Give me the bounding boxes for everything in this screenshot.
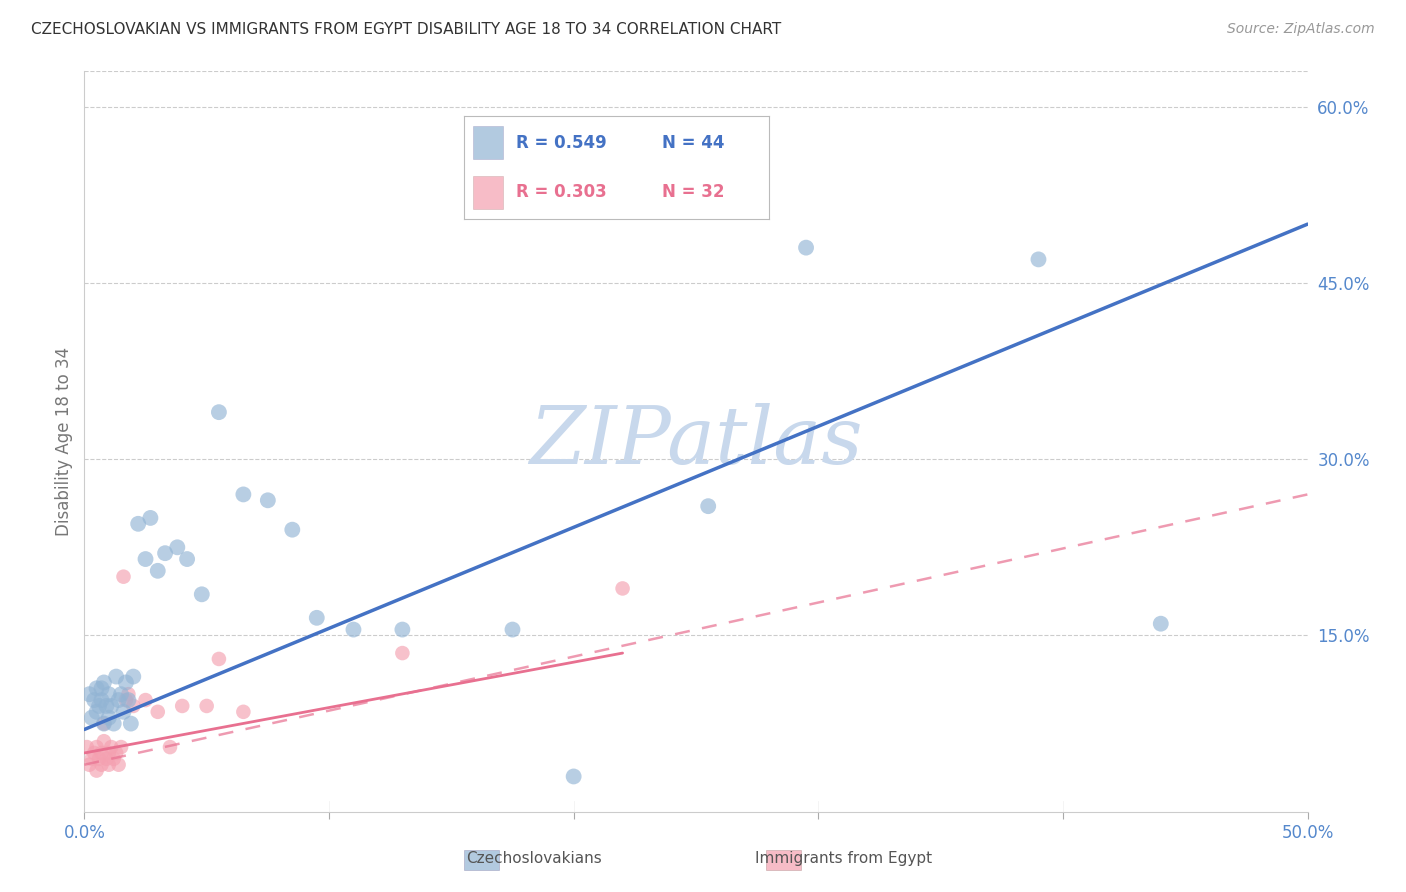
Point bbox=[105, 669, 128, 683]
Text: Source: ZipAtlas.com: Source: ZipAtlas.com bbox=[1227, 22, 1375, 37]
Point bbox=[391, 623, 413, 637]
Point bbox=[146, 705, 169, 719]
Point bbox=[100, 740, 122, 755]
Point bbox=[90, 746, 112, 760]
Point bbox=[83, 693, 105, 707]
Point bbox=[1028, 252, 1050, 267]
Point bbox=[90, 681, 112, 696]
Point bbox=[86, 705, 108, 719]
Point bbox=[794, 241, 817, 255]
Point bbox=[257, 493, 280, 508]
Point bbox=[76, 740, 98, 755]
Point bbox=[86, 740, 108, 755]
Point bbox=[232, 487, 254, 501]
Point bbox=[80, 711, 103, 725]
Point bbox=[93, 675, 115, 690]
Point bbox=[191, 587, 214, 601]
Point bbox=[135, 693, 157, 707]
Point bbox=[172, 698, 194, 713]
Point bbox=[117, 693, 139, 707]
Point bbox=[112, 705, 135, 719]
Point bbox=[127, 516, 149, 531]
Point bbox=[90, 757, 112, 772]
Point bbox=[110, 687, 132, 701]
Point bbox=[100, 698, 122, 713]
Point bbox=[87, 698, 110, 713]
Point bbox=[305, 611, 328, 625]
Point bbox=[96, 698, 118, 713]
Point bbox=[208, 652, 231, 666]
Point bbox=[281, 523, 304, 537]
Point bbox=[139, 511, 162, 525]
Point bbox=[86, 764, 108, 778]
Point bbox=[77, 757, 100, 772]
Point bbox=[86, 681, 108, 696]
Point bbox=[122, 669, 145, 683]
Point bbox=[107, 693, 129, 707]
Point bbox=[115, 693, 138, 707]
Point bbox=[103, 752, 125, 766]
Point bbox=[97, 711, 120, 725]
Point bbox=[93, 734, 115, 748]
Point bbox=[93, 716, 115, 731]
Point bbox=[159, 740, 181, 755]
Text: CZECHOSLOVAKIAN VS IMMIGRANTS FROM EGYPT DISABILITY AGE 18 TO 34 CORRELATION CHA: CZECHOSLOVAKIAN VS IMMIGRANTS FROM EGYPT… bbox=[31, 22, 782, 37]
Point bbox=[90, 693, 112, 707]
Point bbox=[83, 746, 105, 760]
Point bbox=[176, 552, 198, 566]
Point bbox=[122, 698, 145, 713]
Point bbox=[342, 623, 364, 637]
Point bbox=[195, 698, 218, 713]
Point bbox=[105, 746, 128, 760]
Point bbox=[562, 769, 585, 783]
Point bbox=[502, 623, 524, 637]
Point bbox=[1150, 616, 1173, 631]
Point bbox=[146, 564, 169, 578]
Point bbox=[97, 746, 120, 760]
Point bbox=[96, 752, 118, 766]
Point bbox=[697, 499, 720, 513]
Point bbox=[110, 740, 132, 755]
Point bbox=[112, 570, 135, 584]
Y-axis label: Disability Age 18 to 34: Disability Age 18 to 34 bbox=[55, 347, 73, 536]
Point bbox=[117, 687, 139, 701]
Point bbox=[97, 757, 120, 772]
Text: ZIPatlas: ZIPatlas bbox=[529, 403, 863, 480]
Point bbox=[87, 752, 110, 766]
Point bbox=[135, 552, 157, 566]
Text: Immigrants from Egypt: Immigrants from Egypt bbox=[755, 851, 932, 865]
Point bbox=[166, 541, 188, 555]
Point bbox=[107, 757, 129, 772]
Point bbox=[208, 405, 231, 419]
Point bbox=[232, 705, 254, 719]
Point bbox=[80, 752, 103, 766]
Point bbox=[77, 687, 100, 701]
Point bbox=[97, 687, 120, 701]
Point bbox=[93, 716, 115, 731]
Point bbox=[612, 582, 634, 596]
Text: Czechoslovakians: Czechoslovakians bbox=[467, 851, 602, 865]
Point bbox=[120, 716, 142, 731]
Point bbox=[153, 546, 176, 560]
Point bbox=[115, 675, 138, 690]
Point bbox=[103, 716, 125, 731]
Point bbox=[391, 646, 413, 660]
